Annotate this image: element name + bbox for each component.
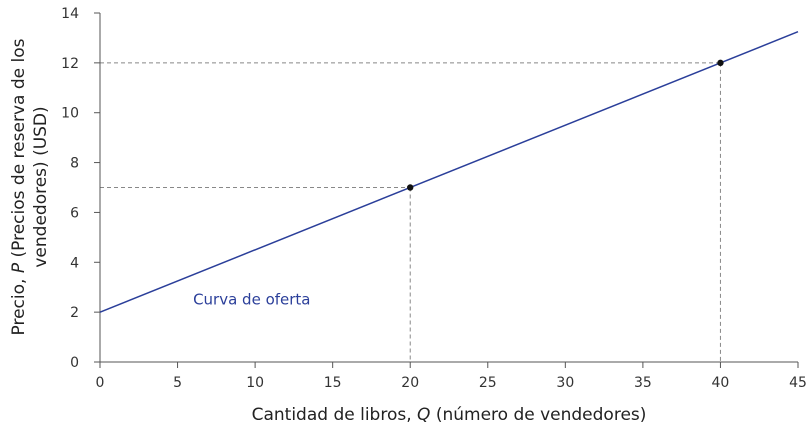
x-axis-label: Cantidad de libros, Q (número de vendedo… bbox=[252, 405, 647, 425]
data-point bbox=[407, 184, 414, 191]
x-tick-label: 40 bbox=[712, 375, 730, 391]
y-tick-label: 2 bbox=[70, 305, 79, 321]
data-point bbox=[717, 59, 724, 67]
y-tick-label: 14 bbox=[61, 6, 79, 22]
y-tick-label: 6 bbox=[70, 205, 79, 221]
axes: 0 5 10 15 20 25 30 35 40 45 0 2 4 6 8 10 12 14 bbox=[61, 6, 807, 391]
x-tick-label: 45 bbox=[789, 375, 807, 391]
supply-curve-label: Curva de oferta bbox=[193, 291, 310, 309]
x-tick-label: 5 bbox=[173, 375, 182, 391]
data-points bbox=[407, 59, 724, 191]
reference-lines bbox=[100, 62, 721, 362]
x-tick-label: 0 bbox=[96, 375, 105, 391]
y-tick-label: 10 bbox=[61, 106, 79, 122]
x-tick-label: 20 bbox=[401, 375, 419, 391]
y-tick-label: 12 bbox=[61, 56, 79, 72]
y-tick-label: 0 bbox=[70, 355, 79, 371]
x-tick-label: 25 bbox=[479, 375, 497, 391]
x-tick-label: 30 bbox=[556, 375, 574, 391]
x-tick-label: 10 bbox=[246, 375, 264, 391]
y-axis-label: Precio, P (Precios de reserva de los vend… bbox=[9, 38, 51, 335]
y-tick-label: 4 bbox=[70, 255, 79, 271]
x-tick-label: 35 bbox=[634, 375, 652, 391]
series bbox=[99, 31, 799, 313]
labels: Curva de oferta bbox=[193, 291, 310, 309]
supply-curve-line bbox=[99, 31, 799, 313]
x-tick-label: 15 bbox=[324, 375, 342, 391]
y-tick-label: 8 bbox=[70, 156, 79, 172]
